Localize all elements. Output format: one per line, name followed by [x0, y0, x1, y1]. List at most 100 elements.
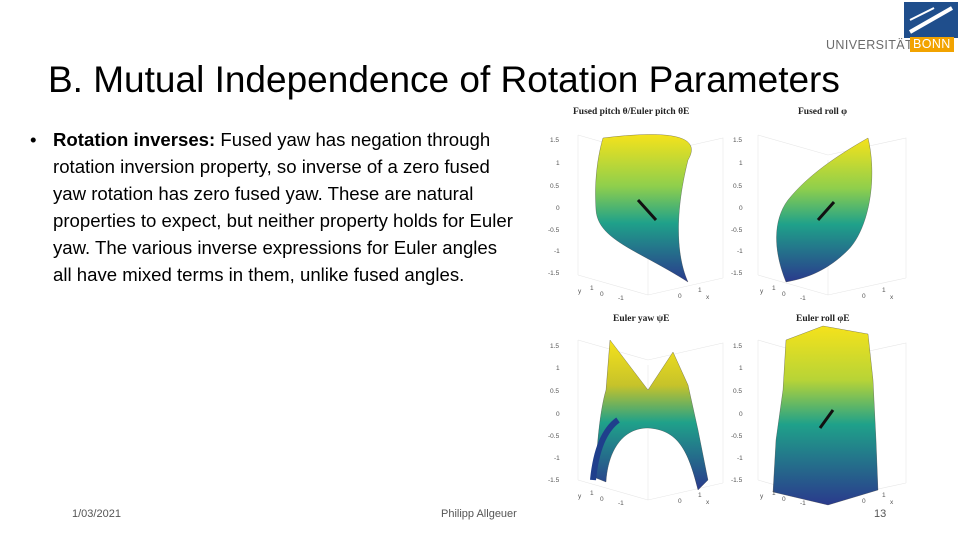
- svg-text:-1: -1: [554, 248, 560, 255]
- bullet-item: • Rotation inverses: Fused yaw has negat…: [30, 126, 520, 288]
- svg-text:0: 0: [678, 498, 682, 505]
- svg-text:-1.5: -1.5: [731, 477, 743, 484]
- plot-yticks: 1.5 1 0.5 0 -0.5 -1 -1.5: [548, 343, 560, 484]
- svg-text:-1.5: -1.5: [731, 270, 743, 277]
- svg-text:1.5: 1.5: [733, 343, 742, 350]
- university-logo: UNIVERSITÄT BONN: [822, 2, 958, 52]
- plot-xticks: y 1 0 -1 0 1 x: [760, 490, 894, 507]
- svg-text:0: 0: [678, 293, 682, 300]
- plot-title: Fused pitch θ/Euler pitch θE: [573, 107, 690, 117]
- svg-text:1: 1: [772, 490, 776, 497]
- svg-text:1: 1: [698, 492, 702, 499]
- plot-grid: [577, 134, 724, 296]
- svg-text:1: 1: [556, 160, 560, 167]
- surface-edge: [590, 417, 620, 481]
- svg-text:y: y: [760, 288, 764, 295]
- svg-text:1: 1: [772, 285, 776, 292]
- svg-text:0: 0: [600, 291, 604, 298]
- svg-text:y: y: [760, 493, 764, 500]
- svg-text:0: 0: [556, 411, 560, 418]
- bullet-body: Fused yaw has negation through rotation …: [53, 129, 513, 285]
- svg-text:0: 0: [739, 205, 743, 212]
- svg-text:0.5: 0.5: [733, 183, 742, 190]
- plot-title: Euler yaw ψE: [613, 314, 670, 324]
- svg-text:1: 1: [739, 365, 743, 372]
- svg-text:-1: -1: [554, 455, 560, 462]
- svg-text:-0.5: -0.5: [731, 227, 743, 234]
- plot-fused-roll: Fused roll φ 1.5 1 0.5 0 -0.5 -1 -1.5: [728, 100, 918, 305]
- svg-text:-1.5: -1.5: [548, 477, 560, 484]
- plot-grid: [577, 339, 724, 501]
- svg-text:0: 0: [862, 498, 866, 505]
- svg-text:1: 1: [739, 160, 743, 167]
- surface-center-line: [818, 409, 835, 429]
- logo-text-bonn: BONN: [910, 37, 954, 52]
- plot-yticks: 1.5 1 0.5 0 -0.5 -1 -1.5: [548, 137, 560, 277]
- svg-text:-0.5: -0.5: [548, 227, 560, 234]
- logo-text-universitaet: UNIVERSITÄT: [826, 38, 914, 52]
- surface-center-line: [636, 198, 658, 222]
- svg-text:0: 0: [739, 411, 743, 418]
- svg-text:x: x: [890, 294, 894, 301]
- plot-euler-roll: Euler roll φE 1.5 1 0.5 0 -0.5 -1 -1.5: [728, 310, 918, 515]
- svg-text:x: x: [706, 294, 710, 301]
- plot-fused-pitch: Fused pitch θ/Euler pitch θE 1.5 1 0.5 0…: [538, 100, 728, 305]
- svg-text:y: y: [578, 288, 582, 295]
- svg-text:-0.5: -0.5: [731, 433, 743, 440]
- plot-grid: [757, 134, 907, 296]
- plot-xticks: y 1 0 -1 0 1 x: [760, 285, 894, 302]
- svg-text:-0.5: -0.5: [548, 433, 560, 440]
- svg-text:-1: -1: [618, 500, 624, 507]
- svg-text:-1.5: -1.5: [548, 270, 560, 277]
- plot-euler-yaw-surface: 1.5 1 0.5 0 -0.5 -1 -1.5 y 1 0 -1 0 1 x: [548, 339, 724, 507]
- svg-text:-1: -1: [737, 248, 743, 255]
- plot-yticks: 1.5 1 0.5 0 -0.5 -1 -1.5: [731, 137, 743, 277]
- svg-text:0: 0: [600, 496, 604, 503]
- svg-text:-1: -1: [618, 295, 624, 302]
- svg-text:1.5: 1.5: [550, 137, 559, 144]
- surface-shape: [776, 137, 873, 283]
- surface-center-line: [816, 201, 836, 221]
- svg-text:0: 0: [862, 293, 866, 300]
- plot-fused-pitch-surface: 1.5 1 0.5 0 -0.5 -1 -1.5 y 1 0 -1 0 1 x: [548, 134, 724, 302]
- svg-text:x: x: [706, 499, 710, 506]
- svg-text:0: 0: [782, 291, 786, 298]
- plot-title: Euler roll φE: [796, 314, 850, 324]
- svg-text:-1: -1: [737, 455, 743, 462]
- svg-text:1: 1: [556, 365, 560, 372]
- svg-text:1: 1: [882, 492, 886, 499]
- svg-text:-1: -1: [800, 295, 806, 302]
- plot-euler-yaw: Euler yaw ψE 1.5 1 0.5 0 -0.5 -1 -1.5: [538, 310, 728, 515]
- bullet-text: Rotation inverses: Fused yaw has negatio…: [53, 126, 520, 288]
- logo-emblem: [904, 2, 958, 38]
- svg-text:-1: -1: [800, 500, 806, 507]
- svg-text:y: y: [578, 493, 582, 500]
- slide-title: B. Mutual Independence of Rotation Param…: [48, 59, 840, 100]
- svg-text:1: 1: [590, 490, 594, 497]
- svg-text:0.5: 0.5: [550, 388, 559, 395]
- bullet-lead: Rotation inverses:: [53, 129, 216, 150]
- svg-text:x: x: [890, 499, 894, 506]
- plot-yticks: 1.5 1 0.5 0 -0.5 -1 -1.5: [731, 343, 743, 484]
- svg-text:0: 0: [556, 205, 560, 212]
- surface-plots-figure: Fused pitch θ/Euler pitch θE 1.5 1 0.5 0…: [538, 100, 918, 520]
- svg-text:1: 1: [882, 287, 886, 294]
- svg-text:1: 1: [590, 285, 594, 292]
- svg-text:0: 0: [782, 496, 786, 503]
- svg-text:0.5: 0.5: [550, 183, 559, 190]
- footer-date: 1/03/2021: [72, 508, 121, 520]
- footer-author: Philipp Allgeuer: [441, 508, 517, 520]
- svg-text:1: 1: [698, 287, 702, 294]
- plot-xticks: y 1 0 -1 0 1 x: [578, 285, 710, 302]
- svg-text:1.5: 1.5: [733, 137, 742, 144]
- surface-shape: [595, 339, 709, 491]
- svg-text:1.5: 1.5: [550, 343, 559, 350]
- bullet-dot-icon: •: [30, 129, 37, 150]
- footer-page-number: 13: [874, 508, 887, 520]
- surface-shape: [772, 325, 879, 506]
- plot-euler-roll-surface: 1.5 1 0.5 0 -0.5 -1 -1.5 y 1 0 -1 0 1 x: [731, 325, 907, 507]
- plot-title: Fused roll φ: [798, 107, 848, 117]
- plot-fused-roll-surface: 1.5 1 0.5 0 -0.5 -1 -1.5 y 1 0 -1 0 1 x: [731, 134, 907, 302]
- plot-xticks: y 1 0 -1 0 1 x: [578, 490, 710, 507]
- svg-text:0.5: 0.5: [733, 388, 742, 395]
